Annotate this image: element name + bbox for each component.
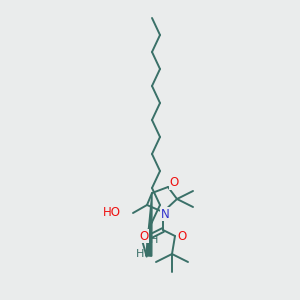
Text: H: H [150, 235, 158, 245]
Text: H: H [136, 249, 144, 259]
Text: N: N [160, 208, 169, 220]
Polygon shape [146, 193, 152, 256]
Text: O: O [177, 230, 187, 242]
Text: O: O [169, 176, 178, 190]
Text: O: O [140, 230, 148, 242]
Text: HO: HO [103, 206, 121, 220]
